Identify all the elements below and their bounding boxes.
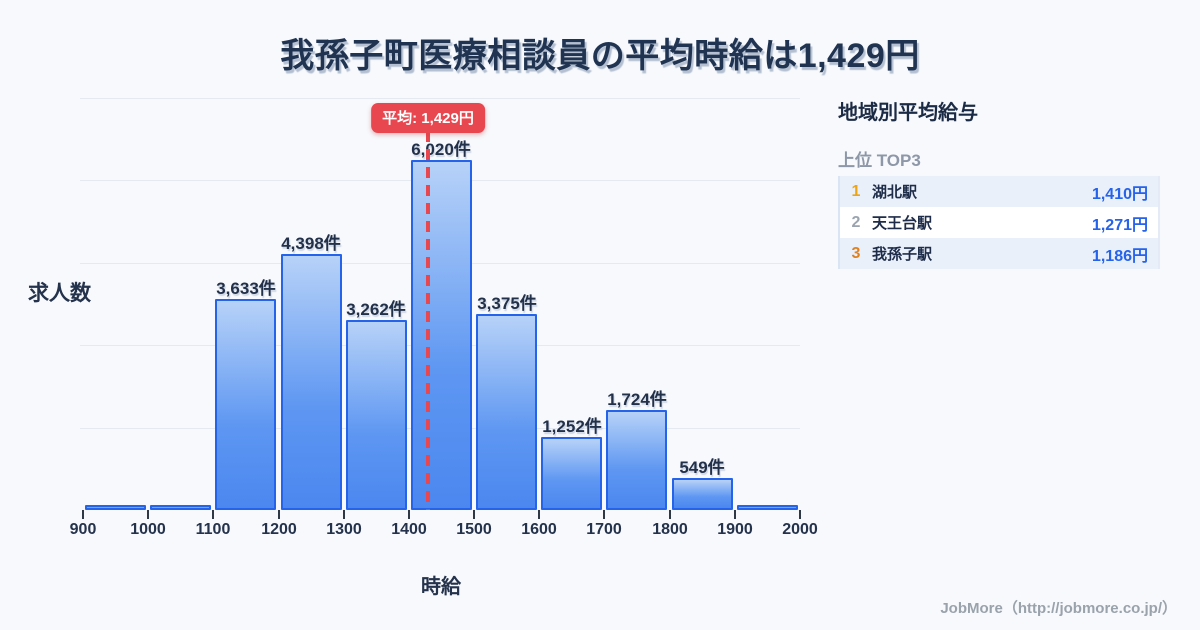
x-tick-label: 1700 bbox=[586, 521, 622, 538]
x-tick-label: 1000 bbox=[130, 521, 166, 538]
ranking-row: 1 湖北駅 1,410円 bbox=[840, 176, 1158, 207]
x-tick-label: 1200 bbox=[261, 521, 297, 538]
histogram-bar bbox=[281, 254, 342, 510]
x-tick-label: 1800 bbox=[652, 521, 688, 538]
x-tick-mark bbox=[278, 510, 280, 519]
x-tick-mark bbox=[408, 510, 410, 519]
histogram-bar bbox=[476, 314, 537, 510]
x-tick-label: 1100 bbox=[195, 521, 231, 538]
y-axis-label: 求人数 bbox=[28, 282, 91, 305]
histogram-bar bbox=[411, 160, 472, 510]
salary-value: 1,271円 bbox=[1091, 216, 1148, 234]
x-tick-mark bbox=[82, 510, 84, 519]
bar-value-label: 1,252件 bbox=[542, 417, 602, 436]
x-tick-mark bbox=[147, 510, 149, 519]
x-tick-label: 1300 bbox=[326, 521, 362, 538]
x-tick-mark bbox=[343, 510, 345, 519]
average-badge: 平均: 1,429円 bbox=[371, 103, 485, 133]
bar-value-label: 1,724件 bbox=[607, 390, 667, 409]
histogram-bar bbox=[737, 505, 798, 510]
histogram-bar bbox=[541, 437, 602, 510]
bar-value-label: 549件 bbox=[679, 458, 725, 477]
salary-value: 1,410円 bbox=[1091, 185, 1148, 203]
station-name: 天王台駅 bbox=[872, 215, 933, 232]
rank-number: 1 bbox=[851, 182, 861, 200]
bar-value-label: 3,633件 bbox=[216, 279, 276, 298]
gridline bbox=[80, 98, 800, 99]
x-tick-label: 900 bbox=[69, 521, 97, 538]
x-tick-label: 1600 bbox=[521, 521, 557, 538]
salary-value: 1,186円 bbox=[1091, 247, 1148, 265]
histogram-bar bbox=[150, 505, 211, 510]
x-tick-label: 1500 bbox=[456, 521, 492, 538]
rank-number: 2 bbox=[851, 213, 861, 231]
x-tick-label: 1400 bbox=[391, 521, 427, 538]
sidebar-title: 地域別平均給与 bbox=[838, 102, 978, 124]
x-tick-mark bbox=[669, 510, 671, 519]
histogram-bar bbox=[215, 299, 276, 510]
bar-value-label: 3,262件 bbox=[346, 300, 406, 319]
sidebar-subtitle: 上位 TOP3 bbox=[838, 151, 921, 170]
x-tick-mark bbox=[799, 510, 801, 519]
histogram-bar bbox=[606, 410, 667, 510]
bar-value-label: 6,020件 bbox=[411, 140, 471, 159]
ranking-table: 1 湖北駅 1,410円 2 天王台駅 1,271円 3 我孫子駅 1,186円 bbox=[838, 176, 1160, 269]
ranking-row: 3 我孫子駅 1,186円 bbox=[840, 238, 1158, 269]
histogram-bar bbox=[85, 505, 146, 510]
x-axis-label: 時給 bbox=[421, 576, 461, 598]
histogram-bar bbox=[672, 478, 733, 510]
x-tick-mark bbox=[603, 510, 605, 519]
ranking-row: 2 天王台駅 1,271円 bbox=[840, 207, 1158, 238]
x-tick-mark bbox=[538, 510, 540, 519]
rank-number: 3 bbox=[851, 244, 861, 262]
x-tick-label: 1900 bbox=[717, 521, 753, 538]
histogram-bar bbox=[346, 320, 407, 510]
average-line bbox=[426, 131, 430, 510]
x-tick-mark bbox=[473, 510, 475, 519]
footer-credit: JobMore（http://jobmore.co.jp/） bbox=[940, 600, 1177, 617]
x-tick-mark bbox=[734, 510, 736, 519]
station-name: 我孫子駅 bbox=[872, 246, 933, 263]
x-tick-label: 2000 bbox=[782, 521, 818, 538]
bar-value-label: 4,398件 bbox=[281, 234, 341, 253]
station-name: 湖北駅 bbox=[872, 184, 918, 201]
bar-value-label: 3,375件 bbox=[477, 294, 537, 313]
x-tick-mark bbox=[212, 510, 214, 519]
page-title: 我孫子町医療相談員の平均時給は1,429円 bbox=[280, 37, 920, 75]
